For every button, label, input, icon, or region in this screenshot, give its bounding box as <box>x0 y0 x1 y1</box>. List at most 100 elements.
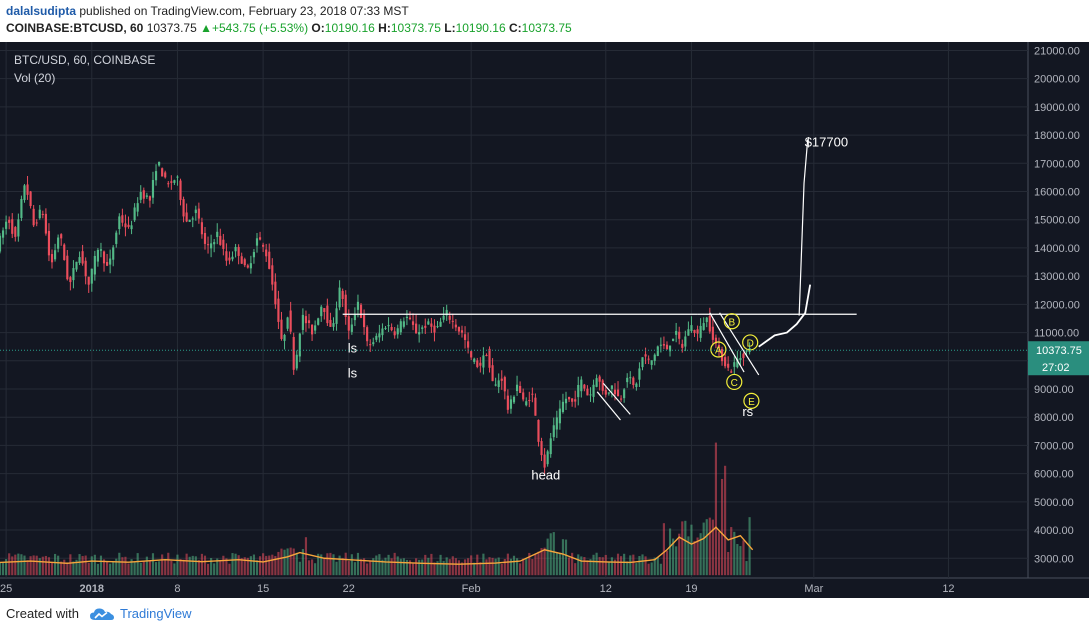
author-name[interactable]: dalalsudipta <box>6 4 77 18</box>
volume-bar <box>90 556 93 576</box>
candle-body <box>564 398 568 404</box>
symbol-label: COINBASE:BTCUSD, 60 <box>6 21 144 35</box>
volume-bar <box>344 552 347 576</box>
tradingview-logo[interactable]: TradingView <box>89 606 192 621</box>
candle-body <box>580 379 583 392</box>
volume-bar <box>552 532 555 576</box>
candle-body <box>350 324 353 332</box>
time-axis[interactable] <box>0 578 1089 598</box>
candle-body <box>525 401 528 406</box>
volume-bar <box>277 551 280 576</box>
candle-body <box>552 425 555 438</box>
candle-body <box>702 323 705 330</box>
volume-bar <box>237 555 240 576</box>
candle-body <box>173 180 176 183</box>
candle-body <box>283 334 286 341</box>
volume-bar <box>283 549 286 576</box>
candle-body <box>745 350 748 352</box>
volume-bar <box>439 554 442 576</box>
volume-bar <box>405 559 408 576</box>
candle-body <box>347 316 350 331</box>
volume-bar <box>705 519 708 576</box>
volume-bar <box>176 554 179 576</box>
volume-bar <box>99 555 103 576</box>
volume-bar <box>350 554 353 576</box>
footer: Created with TradingView <box>6 606 192 621</box>
volume-bar <box>408 560 412 576</box>
candle-body <box>546 451 549 465</box>
volume-bar <box>11 556 14 576</box>
price-chart[interactable]: 3000.00 4000.00 5000.00 6000.00 7000.00 8000.… <box>0 42 1089 598</box>
up-arrow-icon: ▲ <box>200 21 212 35</box>
candle-body <box>405 316 408 319</box>
price-axis[interactable] <box>1028 42 1089 578</box>
price-tick-label: 20000.00 <box>1034 74 1080 86</box>
volume-bar <box>118 552 121 576</box>
low-label: L: <box>444 21 456 35</box>
candle-body <box>167 183 170 185</box>
price-change: +543.75 (+5.53%) <box>212 21 309 35</box>
volume-bar <box>81 555 84 576</box>
price-tick-label: 9000.00 <box>1034 384 1074 396</box>
volume-bar <box>53 553 57 576</box>
candle-body <box>75 261 78 270</box>
volume-bar <box>109 563 112 576</box>
volume-bar <box>592 554 595 576</box>
candle-body <box>252 252 256 258</box>
volume-bar <box>675 546 678 576</box>
volume-bar <box>610 557 613 576</box>
candle-body <box>124 223 127 228</box>
candle-body <box>375 335 378 340</box>
candle-body <box>222 239 225 249</box>
candle-body <box>363 315 366 328</box>
volume-bar <box>234 553 237 576</box>
volume-bar <box>629 555 632 576</box>
volume-bar <box>399 558 402 576</box>
candle-body <box>8 219 11 223</box>
volume-bar <box>586 560 589 576</box>
candle-body <box>11 219 14 234</box>
candle-body <box>206 244 210 246</box>
candle-body <box>638 368 641 380</box>
plot-area[interactable] <box>0 42 1028 578</box>
candle-body <box>32 208 35 226</box>
volume-bar <box>720 478 724 576</box>
candle-body <box>179 180 182 200</box>
candle-body <box>635 383 638 388</box>
volume-bar <box>161 554 164 576</box>
volume-bar <box>164 559 167 576</box>
volume-bar <box>173 563 176 576</box>
candle-body <box>145 195 148 197</box>
volume-bar <box>115 558 118 576</box>
created-with-text: Created with <box>6 606 79 621</box>
volume-bar <box>8 553 11 576</box>
candle-body <box>109 258 112 265</box>
volume-bar <box>436 561 439 576</box>
volume-bar <box>537 551 540 576</box>
volume-bar <box>121 557 124 576</box>
volume-bar <box>711 519 714 576</box>
candle-body <box>467 341 470 348</box>
close-value: 10373.75 <box>521 21 572 35</box>
candle-body <box>390 327 393 331</box>
candle-body <box>170 181 173 183</box>
candle-body <box>509 399 513 409</box>
volume-bar <box>488 557 491 576</box>
candle-body <box>604 389 607 395</box>
volume-bar <box>372 558 375 576</box>
candle-body <box>258 237 262 240</box>
volume-bar <box>23 555 26 576</box>
candle-body <box>90 268 93 284</box>
volume-ma-line <box>0 526 754 565</box>
volume-bar <box>295 552 298 576</box>
candle-body <box>598 376 601 382</box>
volume-bar <box>20 554 23 576</box>
volume-bar <box>473 562 476 576</box>
target-spike <box>798 139 809 316</box>
volume-bar <box>249 556 252 576</box>
candle-body <box>408 317 412 320</box>
volume-bar <box>142 561 145 576</box>
candle-body <box>5 221 8 229</box>
candle-body <box>473 358 476 362</box>
candle-body <box>176 176 179 178</box>
